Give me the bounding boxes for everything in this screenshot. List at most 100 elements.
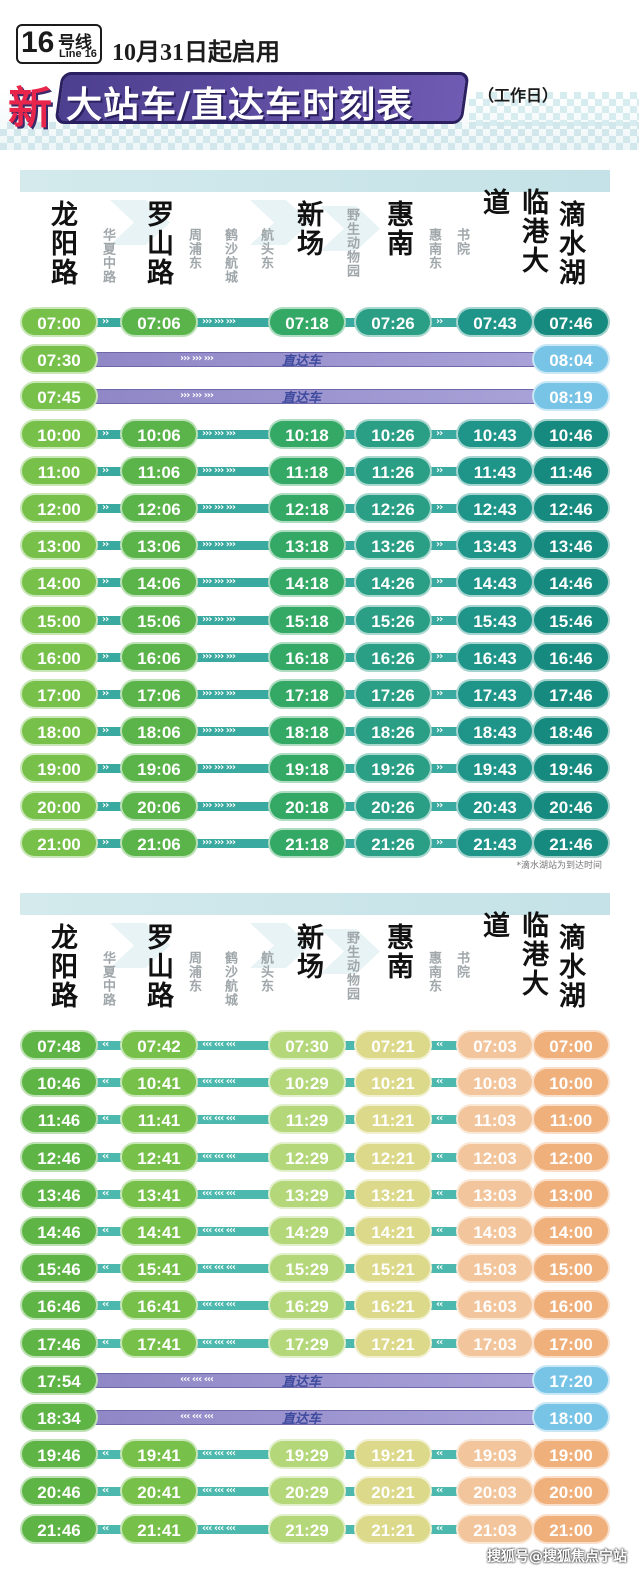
arrow-left-icon: ‹‹ xyxy=(102,1448,109,1460)
time-cell-station-0: 07:00 xyxy=(20,307,98,337)
arrow-left-icon: ‹‹ xyxy=(436,1448,443,1460)
time-cell-station-3: 15:21 xyxy=(354,1253,432,1284)
panel-header-strip xyxy=(20,893,610,915)
time-cell-station-0: 17:46 xyxy=(20,1327,98,1358)
time-cell-station-5: 15:46 xyxy=(532,604,610,635)
table-row: ‹‹ ‹‹‹ ‹‹‹ ‹‹‹ ‹‹ 13:46 13:41 13:29 13:21 13:03… xyxy=(20,1178,610,1209)
express-row: ››› ››› ››› 直达车 07:45 08:19 xyxy=(20,381,610,412)
station-major-1: 罗山路 xyxy=(142,200,173,287)
table-row: ›› ››› ››› ››› ›› 07:00 07:06 07:18 07:26 07:43… xyxy=(20,307,610,337)
arrow-right-icon: ››› ››› ››› xyxy=(202,316,236,327)
time-cell-station-3: 11:26 xyxy=(354,455,432,486)
time-cell-station-4: 15:43 xyxy=(456,604,534,635)
time-cell-station-1: 07:42 xyxy=(120,1030,198,1060)
time-cell-station-1: 19:06 xyxy=(120,753,198,784)
time-cell-station-2: 14:18 xyxy=(268,567,346,598)
station-major-2: 新场 xyxy=(292,200,323,258)
time-cell-station-2: 20:18 xyxy=(268,790,346,821)
arrow-right-icon: ›› xyxy=(102,316,109,327)
time-cell-station-4: 21:43 xyxy=(456,827,534,858)
time-cell-station-3: 17:21 xyxy=(354,1327,432,1358)
time-cell-station-0: 12:46 xyxy=(20,1141,98,1172)
time-cell-station-3: 07:26 xyxy=(354,307,432,337)
time-cell-station-5: 07:00 xyxy=(532,1030,610,1060)
arrow-right-icon: ›› xyxy=(436,762,443,774)
time-cell-station-2: 17:18 xyxy=(268,679,346,709)
arrow-left-icon: ‹‹‹ ‹‹‹ ‹‹‹ xyxy=(202,1187,236,1199)
table-row: ‹‹ ‹‹‹ ‹‹‹ ‹‹‹ ‹‹ 12:46 12:41 12:29 12:21 12:03… xyxy=(20,1141,610,1172)
table-row: ›› ››› ››› ››› ›› 13:00 13:06 13:18 13:26 13:43… xyxy=(20,530,610,561)
time-cell-station-1: 16:06 xyxy=(120,641,198,672)
arrow-right-icon: ›› xyxy=(102,725,109,737)
table-row: ›› ››› ››› ››› ›› 17:00 17:06 17:18 17:26 17:43… xyxy=(20,679,610,709)
departure-time: 07:45 xyxy=(20,381,98,412)
time-cell-station-2: 19:29 xyxy=(268,1439,346,1470)
arrow-left-icon: ‹‹‹ ‹‹‹ ‹‹‹ xyxy=(202,1150,236,1162)
time-cell-station-5: 12:46 xyxy=(532,493,610,523)
time-cell-station-1: 15:06 xyxy=(120,604,198,635)
station-minor-5: 惠南东 xyxy=(426,951,441,993)
time-cell-station-3: 21:21 xyxy=(354,1513,432,1544)
station-minor-2: 鹤沙航城 xyxy=(222,951,237,1007)
arrow-right-icon: ››› ››› ››› xyxy=(202,762,236,774)
time-cell-station-0: 11:46 xyxy=(20,1104,98,1135)
time-cell-station-3: 07:21 xyxy=(354,1030,432,1060)
station-minor-4: 野生动物园 xyxy=(344,208,359,278)
station-header: 龙阳路 罗山路 新场 惠南 临港大道 滴水湖 华夏中路 周浦东 鹤沙航城 航头东 野生动物园 惠南东书… xyxy=(20,188,610,300)
express-row: ‹‹‹ ‹‹‹ ‹‹‹ 直达车 17:54 17:20 xyxy=(20,1364,610,1395)
time-cell-station-5: 12:00 xyxy=(532,1141,610,1172)
time-cell-station-1: 14:41 xyxy=(120,1216,198,1246)
time-cell-station-3: 19:26 xyxy=(354,753,432,784)
arrow-right-icon: ›› xyxy=(436,539,443,551)
time-cell-station-1: 10:41 xyxy=(120,1067,198,1098)
time-cell-station-5: 17:00 xyxy=(532,1327,610,1358)
time-cell-station-3: 19:21 xyxy=(354,1439,432,1470)
arrival-note: *滴水湖站为到达时间 xyxy=(516,861,602,871)
express-row: ‹‹‹ ‹‹‹ ‹‹‹ 直达车 18:34 18:00 xyxy=(20,1402,610,1432)
time-cell-station-1: 11:06 xyxy=(120,455,198,486)
time-cell-station-0: 12:00 xyxy=(20,493,98,523)
table-row: ‹‹ ‹‹‹ ‹‹‹ ‹‹‹ ‹‹ 15:46 15:41 15:29 15:21 15:03… xyxy=(20,1253,610,1284)
time-cell-station-1: 19:41 xyxy=(120,1439,198,1470)
arrow-right-icon: ›› xyxy=(436,576,443,588)
time-cell-station-3: 16:21 xyxy=(354,1290,432,1321)
station-minor-3: 航头东 xyxy=(258,228,273,270)
time-cell-station-3: 14:26 xyxy=(354,567,432,598)
time-cell-station-2: 21:29 xyxy=(268,1513,346,1544)
table-row: ‹‹ ‹‹‹ ‹‹‹ ‹‹‹ ‹‹ 20:46 20:41 20:29 20:21 20:03… xyxy=(20,1476,610,1507)
arrow-left-icon: ‹‹ xyxy=(436,1336,443,1348)
arrow-right-icon: ›› xyxy=(102,613,109,625)
time-cell-station-5: 07:46 xyxy=(532,307,610,337)
arrow-right-icon: ›› xyxy=(436,836,443,848)
arrow-left-icon: ‹‹‹ ‹‹‹ ‹‹‹ xyxy=(202,1039,236,1050)
time-cell-station-1: 18:06 xyxy=(120,716,198,747)
time-cell-station-3: 12:26 xyxy=(354,493,432,523)
station-major-4: 临港大道 xyxy=(478,188,548,275)
time-cell-station-0: 10:00 xyxy=(20,418,98,449)
day-type-label: （工作日） xyxy=(478,86,559,105)
arrow-right-icon: ›› xyxy=(102,650,109,662)
arrow-right-icon: ›› xyxy=(436,613,443,625)
time-cell-station-2: 16:18 xyxy=(268,641,346,672)
time-cell-station-3: 12:21 xyxy=(354,1141,432,1172)
station-minor-3: 航头东 xyxy=(258,951,273,993)
time-cell-station-4: 15:03 xyxy=(456,1253,534,1284)
time-cell-station-3: 21:26 xyxy=(354,827,432,858)
time-cell-station-5: 20:46 xyxy=(532,790,610,821)
arrow-left-icon: ‹‹ xyxy=(436,1485,443,1497)
arrow-left-icon: ‹‹‹ ‹‹‹ ‹‹‹ xyxy=(202,1299,236,1311)
line-badge: 16 号线 Line 16 xyxy=(16,24,102,64)
station-minor-0: 华夏中路 xyxy=(100,951,115,1007)
time-cell-station-4: 19:43 xyxy=(456,753,534,784)
time-cell-station-0: 15:00 xyxy=(20,604,98,635)
station-major-5: 滴水湖 xyxy=(554,200,585,287)
station-major-0: 龙阳路 xyxy=(46,200,77,287)
arrow-left-icon: ‹‹ xyxy=(436,1299,443,1311)
time-cell-station-4: 17:03 xyxy=(456,1327,534,1358)
time-cell-station-4: 19:03 xyxy=(456,1439,534,1470)
time-cell-station-2: 11:18 xyxy=(268,455,346,486)
time-cell-station-2: 21:18 xyxy=(268,827,346,858)
time-cell-station-0: 20:00 xyxy=(20,790,98,821)
time-cell-station-5: 15:00 xyxy=(532,1253,610,1284)
time-cell-station-1: 13:06 xyxy=(120,530,198,561)
